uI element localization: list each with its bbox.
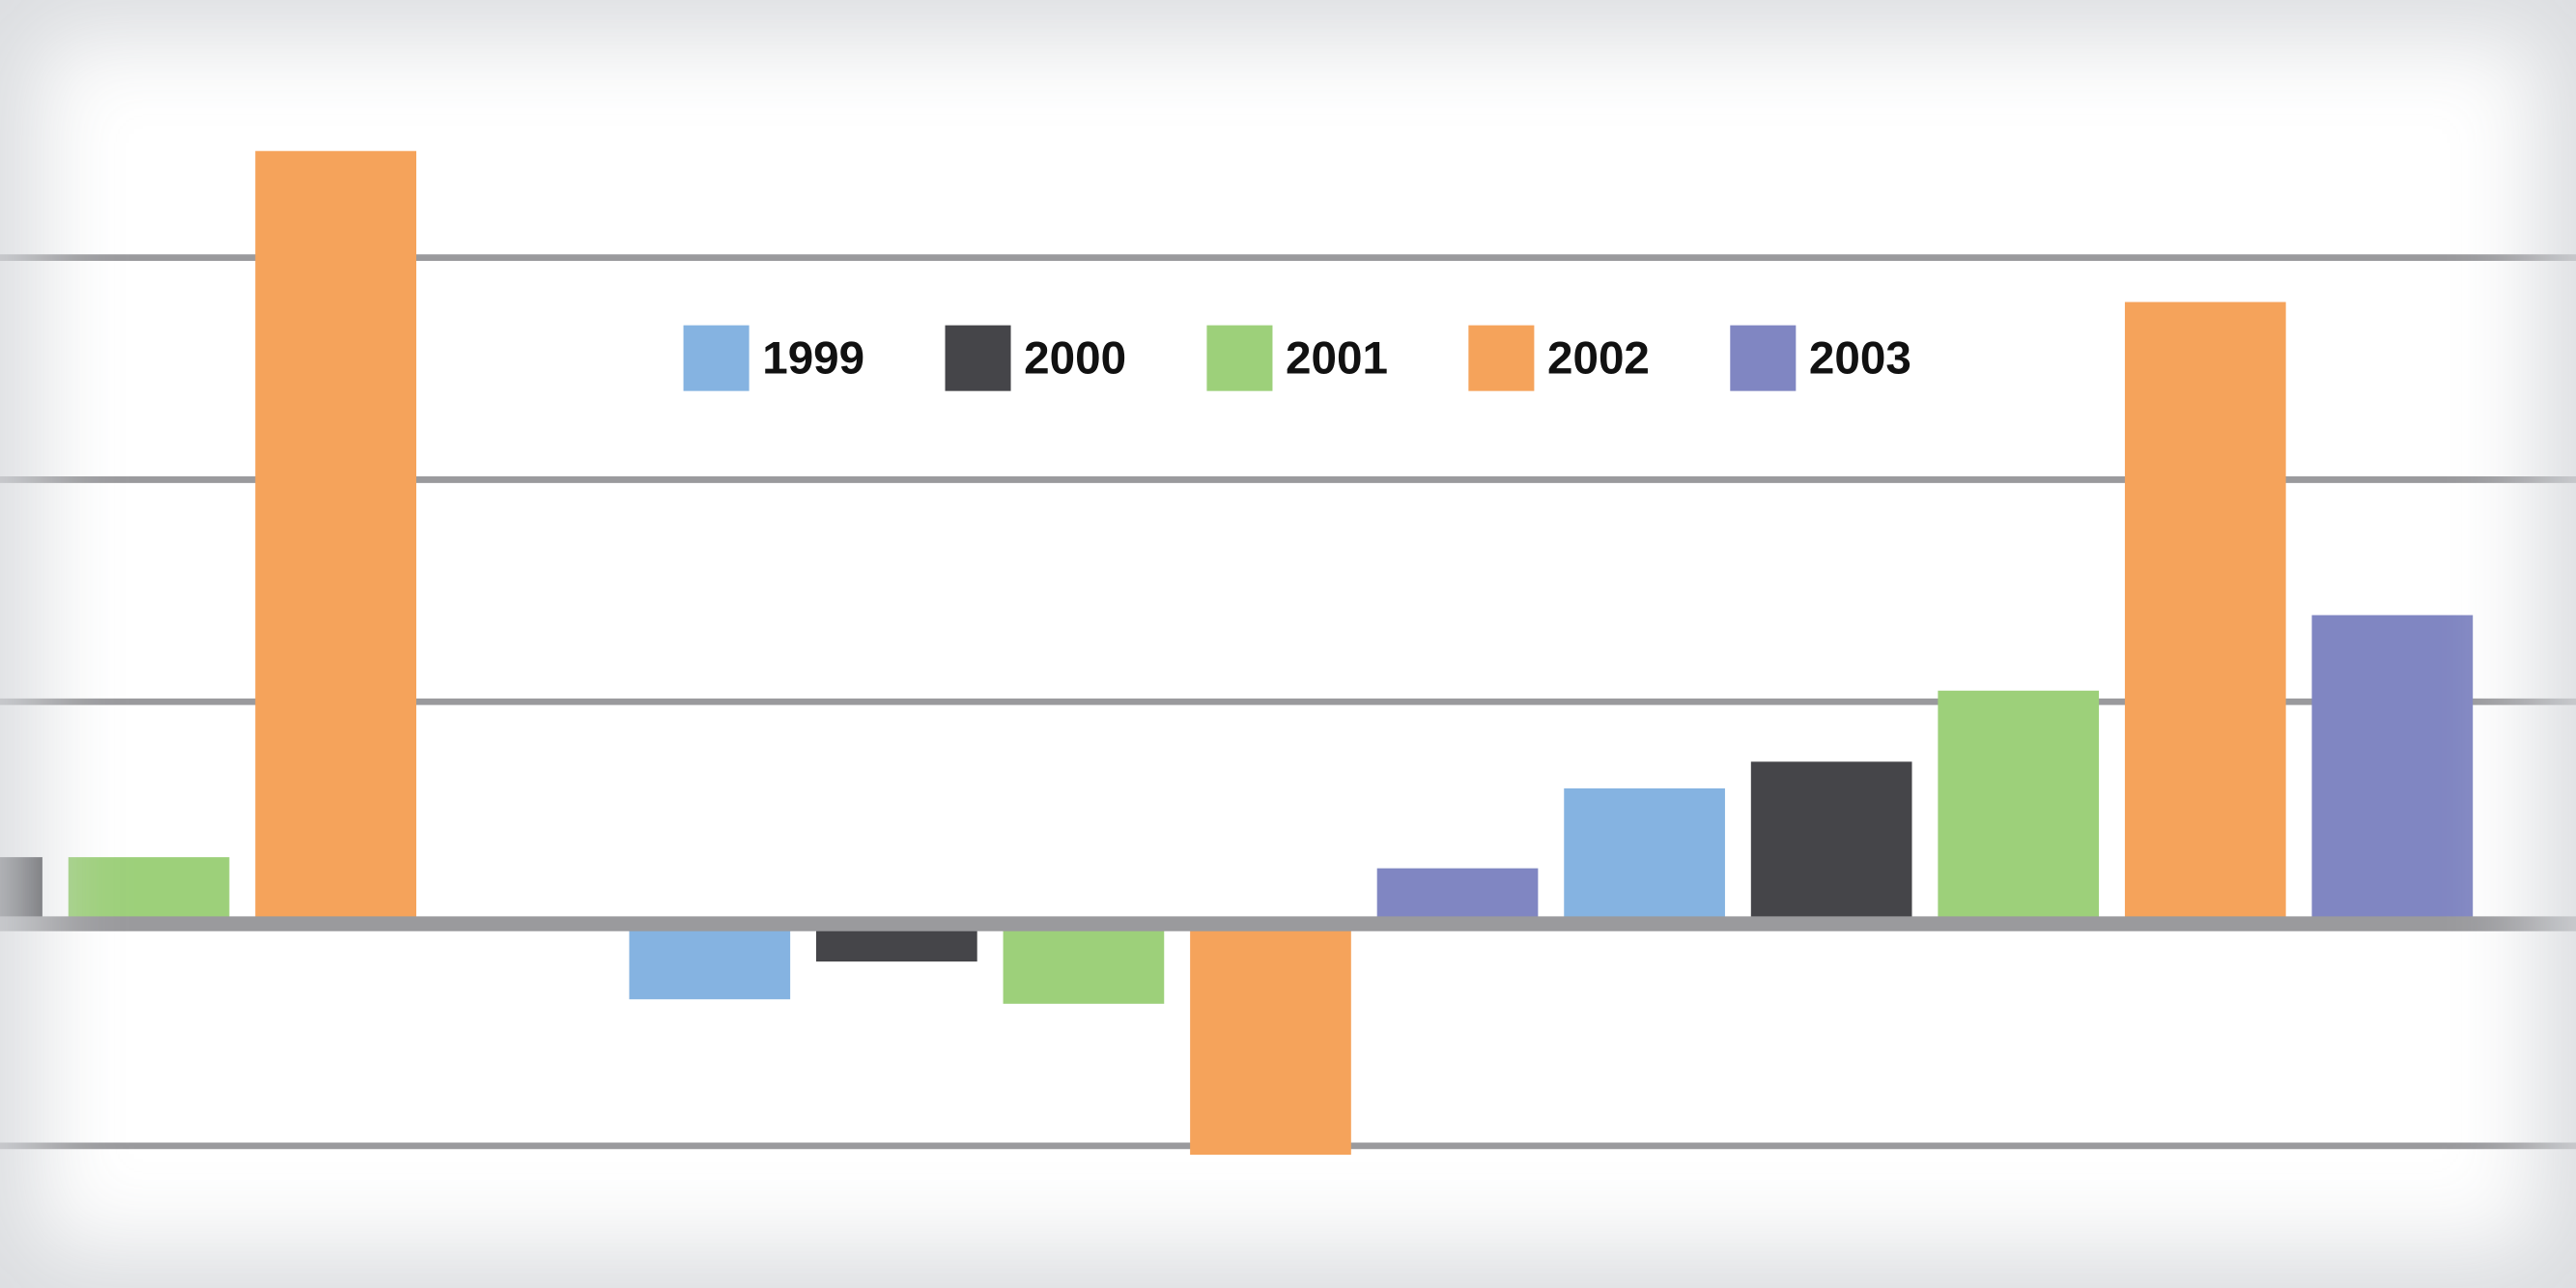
legend: 1999 2000 2001 2002 2003 — [683, 325, 1911, 391]
legend-swatch — [1730, 325, 1797, 391]
legend-label: 2001 — [1286, 333, 1388, 385]
legend-swatch — [683, 325, 750, 391]
legend-label: 2002 — [1547, 333, 1650, 385]
bar — [2124, 301, 2286, 925]
legend-label: 1999 — [762, 333, 864, 385]
bar — [629, 924, 791, 1000]
bar — [255, 151, 417, 925]
bar — [0, 857, 42, 925]
bars — [0, 151, 2474, 1156]
bar — [1938, 690, 2100, 925]
bar — [1003, 924, 1165, 1004]
legend-swatch — [1206, 325, 1273, 391]
bar — [1750, 761, 1912, 925]
bar — [1376, 868, 1539, 925]
bar — [1190, 924, 1351, 1156]
legend-label: 2003 — [1809, 333, 1911, 385]
legend-swatch — [945, 325, 1011, 391]
bar — [2311, 615, 2474, 925]
bar — [1564, 787, 1725, 925]
legend-swatch — [1468, 325, 1535, 391]
legend-label: 2000 — [1024, 333, 1126, 385]
bar — [68, 857, 230, 925]
